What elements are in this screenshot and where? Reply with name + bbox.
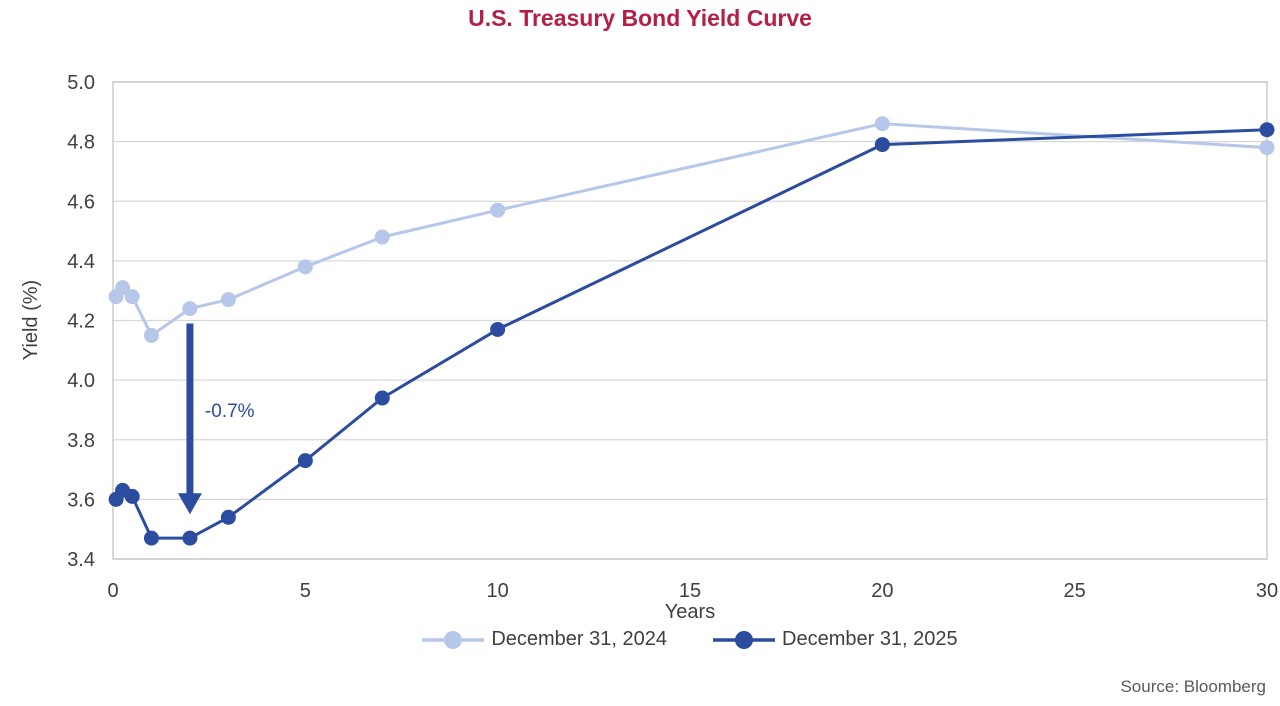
y-tick-label: 4.6 [67,191,95,213]
y-axis-title: Yield (%) [20,279,42,361]
x-tick-label: 15 [679,580,701,602]
data-point [490,321,506,337]
data-point [1259,140,1275,156]
data-point [143,530,159,546]
source-text: Source: Bloomberg [1120,677,1266,696]
data-point [143,327,159,343]
data-point [374,390,390,406]
y-tick-label: 4.8 [67,132,95,154]
y-tick-label: 4.2 [67,311,95,333]
x-tick-label: 10 [487,580,509,602]
data-point [124,289,140,305]
annotation-arrow-head [177,493,202,515]
chart-title: U.S. Treasury Bond Yield Curve [468,5,812,31]
data-point [220,292,236,308]
annotation-label: -0.7% [205,401,255,422]
data-point [182,301,198,317]
data-point [490,202,506,218]
y-tick-label: 3.4 [67,549,95,571]
data-point [220,509,236,525]
y-tick-label: 5.0 [67,72,95,94]
series-line-2024 [114,122,1268,337]
plot-border [112,81,1268,560]
legend-marker-dot [444,630,463,649]
y-tick-label: 4.4 [67,251,95,273]
x-tick-label: 30 [1256,580,1278,602]
x-tick-label: 5 [300,580,311,602]
legend-label: December 31, 2025 [782,628,958,650]
legend-marker-icon [713,630,775,649]
data-point [297,453,313,469]
data-point [297,259,313,275]
y-tick-label: 4.0 [67,370,95,392]
data-point [115,280,131,296]
legend-label: December 31, 2024 [491,628,667,650]
data-point [874,137,890,153]
data-point [124,488,140,504]
legend-item-2025: December 31, 2025 [713,628,958,651]
series-line-2025 [114,128,1268,540]
x-axis-title: Years [664,601,716,623]
legend-item-2024: December 31, 2024 [422,628,667,651]
data-point [182,530,198,546]
y-tick-label: 3.6 [67,489,95,511]
y-tick-label: 3.8 [67,430,95,452]
data-point [874,116,890,132]
legend-marker-icon [422,630,485,649]
legend: December 31, 2024 December 31, 2025 [113,628,1267,651]
legend-marker-dot [735,630,753,649]
x-tick-label: 25 [1064,580,1086,602]
data-point [1259,122,1275,138]
x-tick-label: 0 [107,580,118,602]
data-point [374,229,390,245]
x-tick-label: 20 [871,580,893,602]
